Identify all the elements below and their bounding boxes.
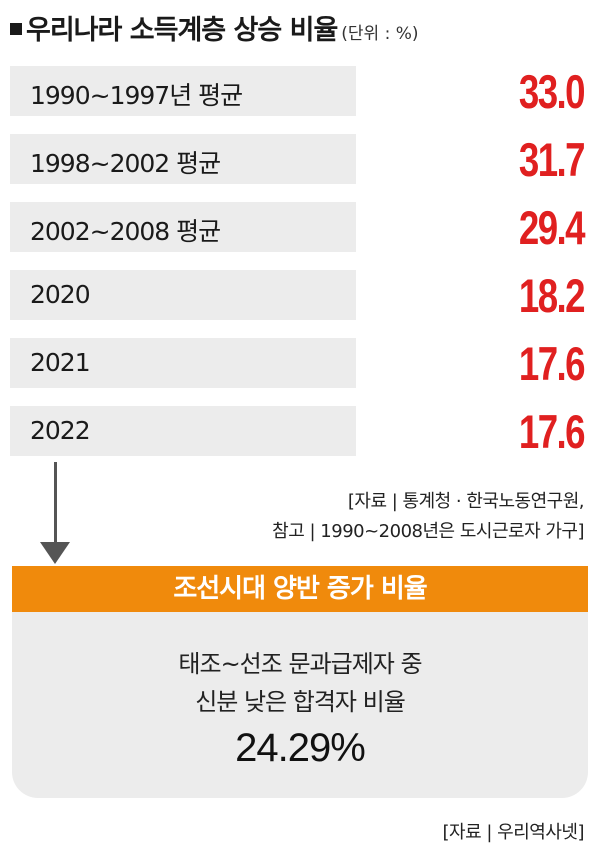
row-label: 2002~2008 평균	[30, 217, 221, 246]
unit-label: (단위 : %)	[341, 24, 419, 44]
row-label: 2020	[30, 280, 91, 309]
row-label: 2021	[30, 348, 91, 377]
table-row: 2021	[10, 338, 356, 388]
row-label: 2022	[30, 416, 91, 445]
row-value: 31.7	[518, 133, 586, 186]
title-text: 우리나라 소득계층 상승 비율	[26, 15, 338, 46]
callout-panel: 조선시대 양반 증가 비율 태조~선조 문과급제자 중 신분 낮은 합격자 비율…	[12, 566, 588, 798]
source-note-line2: 참고 | 1990~2008년은 도시근로자 가구]	[272, 521, 584, 542]
row-value: 17.6	[518, 337, 586, 390]
source-note-line1: [자료 | 통계청 · 한국노동연구원,	[347, 491, 585, 512]
callout-header: 조선시대 양반 증가 비율	[12, 566, 588, 612]
square-bullet-icon	[10, 23, 22, 35]
table-row: 1990~1997년 평균	[10, 66, 356, 116]
row-value: 29.4	[518, 201, 586, 254]
source-bottom: [자료 | 우리역사넷]	[442, 822, 585, 843]
arrow-shaft	[54, 462, 57, 542]
row-value: 33.0	[518, 65, 586, 118]
arrow-down-icon	[40, 542, 70, 564]
row-label: 1990~1997년 평균	[30, 81, 243, 110]
callout-value: 24.29%	[235, 726, 366, 770]
chart-title: 우리나라 소득계층 상승 비율 (단위 : %)	[10, 8, 419, 47]
table-row: 1998~2002 평균	[10, 134, 356, 184]
callout-line2: 신분 낮은 합격자 비율	[195, 688, 406, 716]
row-value: 17.6	[518, 405, 586, 458]
callout-line1: 태조~선조 문과급제자 중	[178, 650, 422, 678]
row-value: 18.2	[518, 269, 586, 322]
source-note: [자료 | 통계청 · 한국노동연구원, 참고 | 1990~2008년은 도시…	[272, 487, 584, 547]
table-row: 2022	[10, 406, 356, 456]
row-label: 1998~2002 평균	[30, 149, 221, 178]
table-row: 2002~2008 평균	[10, 202, 356, 252]
table-row: 2020	[10, 270, 356, 320]
